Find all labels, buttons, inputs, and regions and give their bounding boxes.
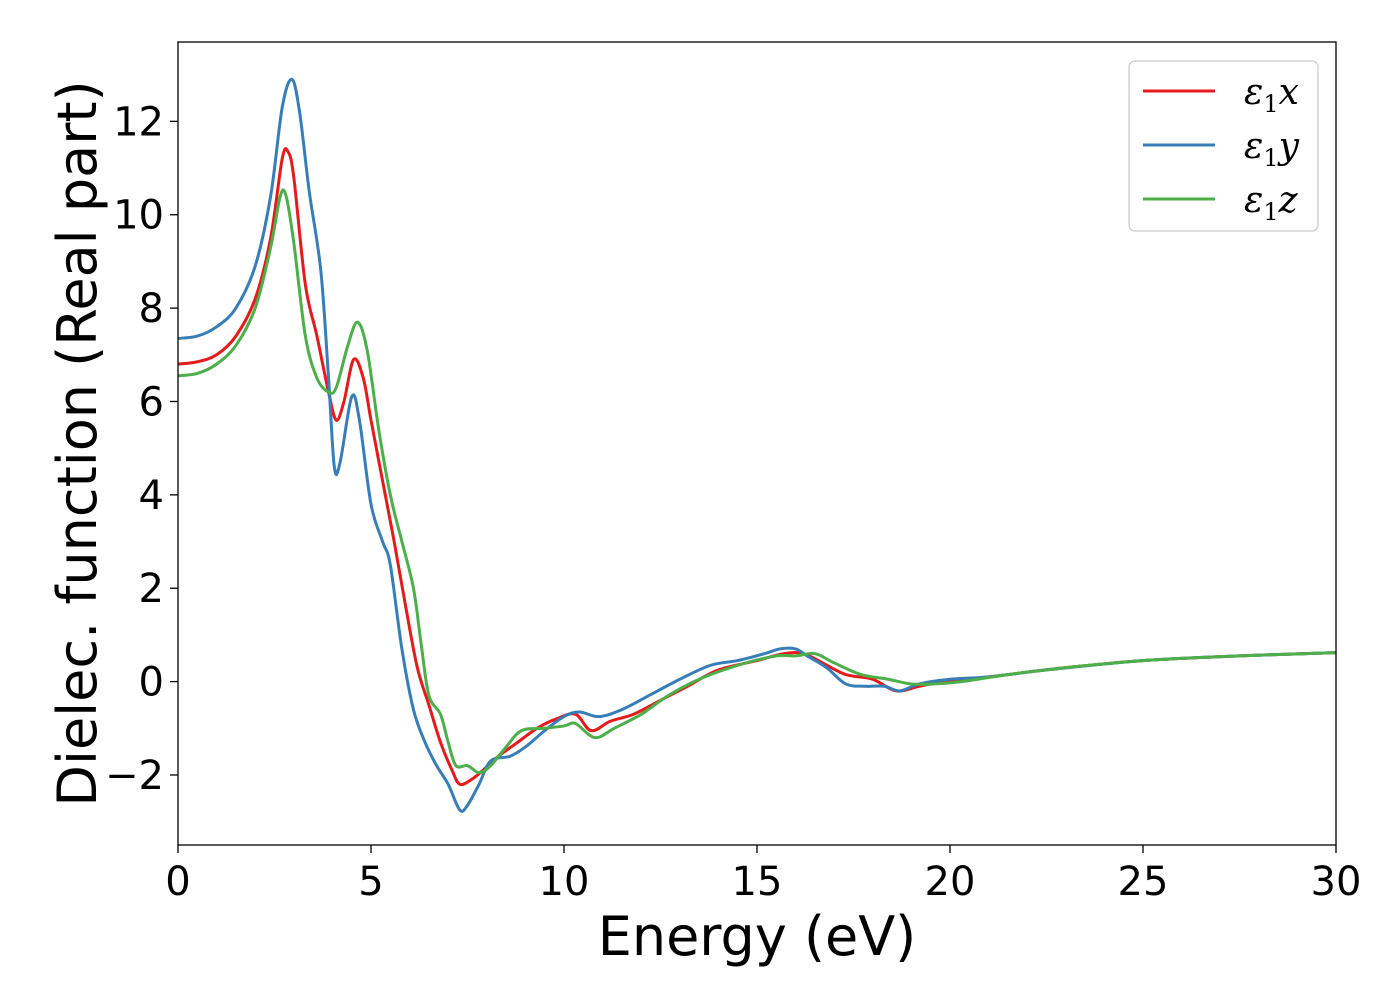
- x-tick-label: 10: [539, 859, 590, 905]
- y-axis-label: Dielec. function (Real part): [46, 80, 109, 806]
- x-tick-label: 0: [165, 859, 190, 905]
- series-lines: [177, 77, 1337, 813]
- legend-label-x: ε1x: [1244, 72, 1299, 118]
- y-tick-label: 8: [139, 286, 164, 332]
- x-tick-label: 20: [925, 859, 976, 905]
- y-tick-label: 4: [139, 473, 164, 519]
- legend: ε1x ε1y ε1z: [1128, 60, 1319, 232]
- x-tick-label: 5: [358, 859, 383, 905]
- y-tick-label: 6: [139, 379, 164, 425]
- y-tick-label: 12: [113, 99, 164, 145]
- y-tick-label: 0: [139, 660, 164, 706]
- legend-label-y: ε1y: [1244, 126, 1300, 172]
- series-line-x: [177, 147, 1337, 787]
- x-tick-label: 30: [1311, 859, 1362, 905]
- axis-ticks: 0 5 10 15 20 25 30 −2 0 2 4 6 8 10 12: [105, 99, 1361, 905]
- x-axis-label: Energy (eV): [598, 905, 917, 968]
- x-tick-label: 15: [732, 859, 783, 905]
- legend-label-z: ε1z: [1244, 180, 1299, 226]
- legend-box: [1128, 60, 1319, 232]
- y-tick-label: 2: [139, 566, 164, 612]
- y-tick-label: 10: [113, 193, 164, 239]
- series-line-z: [177, 188, 1337, 775]
- y-tick-label: −2: [105, 753, 164, 799]
- x-tick-label: 25: [1118, 859, 1169, 905]
